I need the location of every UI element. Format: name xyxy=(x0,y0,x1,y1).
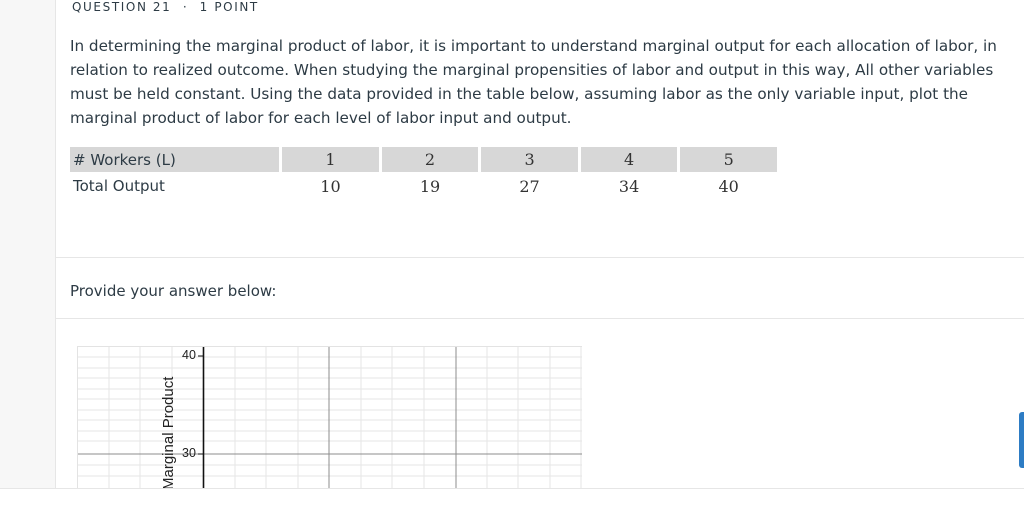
workers-cell: 3 xyxy=(481,147,578,172)
graph-canvas[interactable] xyxy=(77,346,582,489)
header-separator: · xyxy=(182,0,189,14)
output-cell: 34 xyxy=(618,176,640,196)
question-header: QUESTION 21 · 1 POINT xyxy=(72,0,259,14)
y-axis-label: Marginal Product xyxy=(160,376,177,490)
grid-lines xyxy=(78,347,582,489)
bottom-bar xyxy=(0,488,1024,521)
question-text: In determining the marginal product of l… xyxy=(70,37,997,127)
workers-cell: 1 xyxy=(282,147,379,172)
workers-cell: 5 xyxy=(680,147,777,172)
workers-row: # Workers (L) 1 2 3 4 5 xyxy=(70,147,777,172)
section-divider xyxy=(55,257,1024,258)
answer-prompt: Provide your answer below: xyxy=(70,282,277,300)
question-number: QUESTION 21 xyxy=(72,0,172,14)
workers-label: # Workers (L) xyxy=(70,147,280,172)
scroll-indicator[interactable] xyxy=(1019,412,1024,468)
output-cell: 27 xyxy=(519,176,540,196)
output-label: Total Output xyxy=(73,177,165,195)
output-row: Total Output 10 19 27 34 40 xyxy=(70,172,777,200)
question-points: 1 POINT xyxy=(199,0,259,14)
left-page-margin xyxy=(0,0,56,488)
data-table: # Workers (L) 1 2 3 4 5 Total Output 10 … xyxy=(70,147,777,200)
answer-divider xyxy=(55,318,1024,319)
workers-cell: 2 xyxy=(381,147,479,172)
output-cell: 40 xyxy=(718,176,739,196)
y-tick-label: 40 xyxy=(182,348,196,362)
major-grid-lines xyxy=(78,347,582,489)
workers-cell: 4 xyxy=(580,147,678,172)
output-cell: 19 xyxy=(419,176,441,196)
graph-grid xyxy=(78,347,582,489)
output-cell: 10 xyxy=(320,176,341,196)
y-tick-label: 30 xyxy=(182,446,196,460)
